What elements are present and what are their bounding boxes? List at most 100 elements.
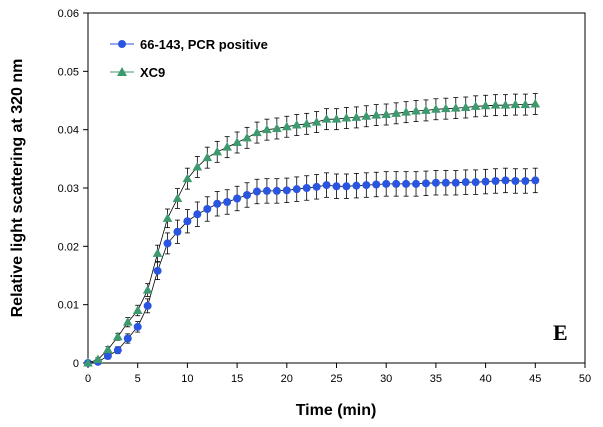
series-line bbox=[87, 103, 536, 364]
x-tick-label: 50 bbox=[579, 373, 591, 385]
data-point bbox=[351, 112, 362, 121]
y-tick-label: 0.03 bbox=[58, 183, 79, 195]
data-point bbox=[481, 177, 490, 186]
data-point bbox=[382, 179, 391, 188]
data-point bbox=[301, 118, 312, 128]
data-point bbox=[471, 178, 480, 187]
x-tick-label: 40 bbox=[479, 373, 491, 385]
y-tick-label: 0.05 bbox=[58, 66, 79, 78]
data-point bbox=[292, 185, 301, 194]
data-point bbox=[530, 99, 541, 108]
legend: 66-143, PCR positive XC9 bbox=[110, 37, 268, 80]
data-point bbox=[332, 182, 341, 191]
data-point bbox=[510, 99, 521, 109]
data-point bbox=[371, 110, 382, 119]
data-point bbox=[272, 123, 282, 132]
data-point bbox=[321, 114, 332, 123]
data-point bbox=[133, 322, 142, 331]
x-tick-label: 15 bbox=[231, 373, 243, 385]
data-point bbox=[282, 186, 291, 195]
data-point bbox=[441, 103, 451, 113]
data-point bbox=[362, 181, 371, 190]
data-point bbox=[262, 124, 272, 134]
y-axis-title: Relative light scattering at 320 nm bbox=[9, 59, 26, 318]
y-tick-label: 0.01 bbox=[58, 300, 79, 312]
data-point bbox=[460, 102, 471, 111]
data-point bbox=[491, 177, 500, 185]
data-point bbox=[192, 162, 203, 171]
data-point bbox=[461, 178, 470, 187]
data-point bbox=[412, 179, 421, 188]
data-point bbox=[401, 107, 411, 116]
x-tick-label: 45 bbox=[529, 373, 541, 385]
data-point bbox=[203, 205, 212, 213]
data-point bbox=[143, 301, 152, 310]
x-tick-label: 30 bbox=[380, 373, 392, 385]
data-point bbox=[182, 173, 193, 183]
data-point bbox=[123, 334, 132, 343]
y-tick-label: 0.04 bbox=[58, 125, 79, 137]
legend-label-series-1: 66-143, PCR positive bbox=[140, 37, 268, 52]
x-axis-ticks: 0 5 10 15 20 25 30 35 40 45 50 bbox=[85, 363, 591, 385]
data-point bbox=[172, 193, 183, 202]
legend-marker-circle bbox=[118, 40, 126, 48]
x-tick-label: 35 bbox=[430, 373, 442, 385]
y-tick-label: 0 bbox=[73, 358, 79, 370]
data-point bbox=[352, 181, 361, 190]
data-point bbox=[302, 184, 311, 192]
data-point bbox=[331, 114, 342, 123]
data-point bbox=[411, 106, 421, 115]
data-point bbox=[480, 100, 491, 110]
data-point bbox=[93, 354, 103, 363]
data-point bbox=[392, 179, 401, 188]
data-point bbox=[213, 199, 222, 208]
data-point bbox=[361, 111, 372, 120]
data-point bbox=[223, 198, 232, 206]
data-point bbox=[262, 186, 271, 195]
data-point bbox=[113, 346, 122, 355]
x-tick-label: 0 bbox=[85, 373, 91, 385]
data-point bbox=[381, 109, 391, 118]
data-point bbox=[431, 178, 440, 187]
data-point bbox=[113, 331, 123, 341]
data-point bbox=[232, 137, 242, 146]
legend-label-series-2: XC9 bbox=[140, 65, 165, 80]
x-tick-label: 5 bbox=[135, 373, 141, 385]
series-1 bbox=[84, 167, 540, 367]
data-point bbox=[291, 120, 302, 129]
y-tick-label: 0.06 bbox=[58, 8, 79, 20]
data-point bbox=[441, 178, 450, 187]
data-point bbox=[183, 217, 192, 226]
data-point bbox=[103, 344, 113, 354]
data-point bbox=[421, 179, 430, 188]
data-point bbox=[252, 187, 261, 196]
data-point bbox=[520, 99, 531, 109]
series-2 bbox=[83, 93, 541, 367]
data-point bbox=[421, 105, 431, 114]
data-point bbox=[450, 103, 461, 112]
data-point bbox=[470, 101, 481, 110]
data-point bbox=[311, 117, 322, 126]
data-point bbox=[103, 352, 112, 360]
data-point bbox=[173, 227, 182, 236]
data-point bbox=[490, 100, 501, 109]
data-point bbox=[391, 108, 401, 117]
data-point bbox=[511, 177, 520, 185]
data-point bbox=[242, 132, 252, 142]
data-point bbox=[282, 121, 292, 131]
data-point bbox=[162, 213, 173, 222]
data-point bbox=[152, 248, 163, 257]
data-point bbox=[243, 191, 252, 199]
y-axis-ticks: 0 0.01 0.02 0.03 0.04 0.05 0.06 bbox=[58, 8, 88, 370]
data-point bbox=[83, 358, 93, 367]
data-point bbox=[312, 182, 321, 191]
y-tick-label: 0.02 bbox=[58, 241, 79, 253]
data-point bbox=[233, 194, 242, 203]
data-point bbox=[193, 210, 202, 219]
x-axis-title: Time (min) bbox=[296, 402, 377, 419]
data-point bbox=[252, 127, 262, 137]
data-point bbox=[372, 180, 381, 189]
x-tick-label: 10 bbox=[181, 373, 193, 385]
x-tick-label: 25 bbox=[330, 373, 342, 385]
